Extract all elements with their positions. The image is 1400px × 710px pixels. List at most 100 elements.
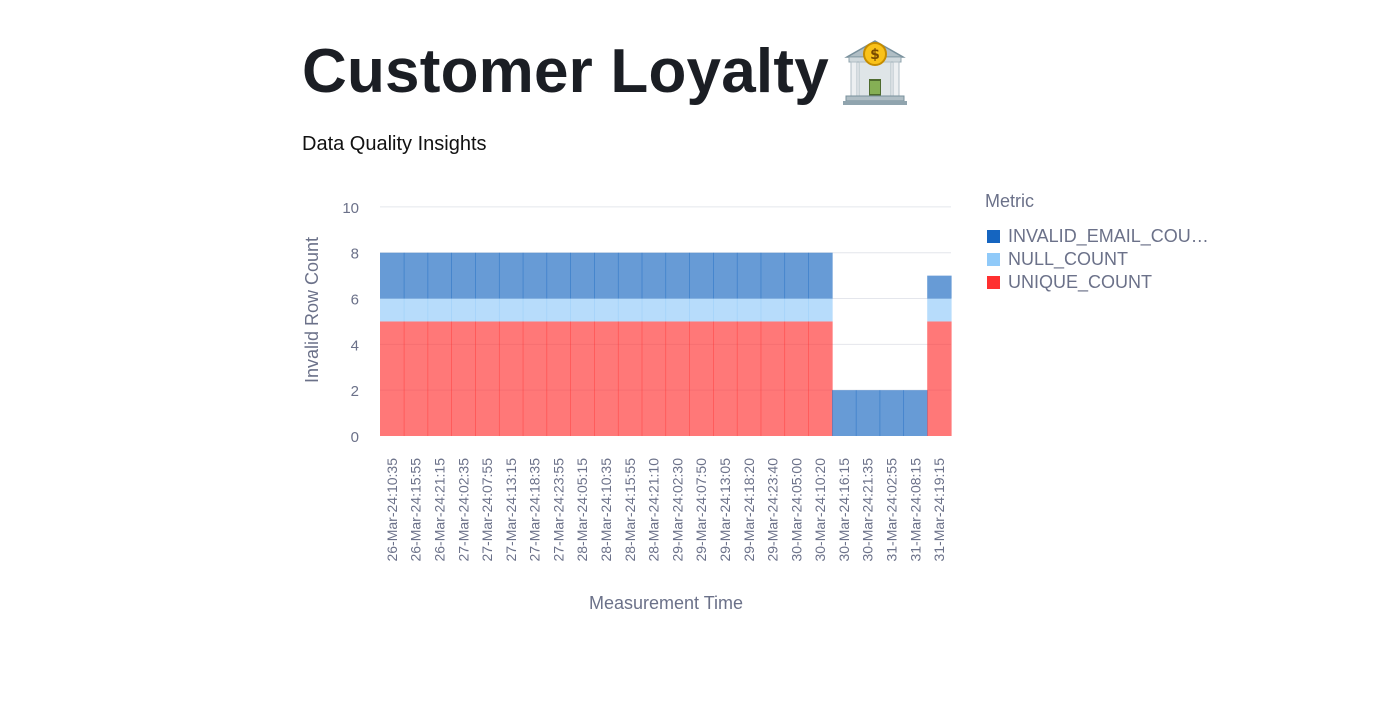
bar-segment-invalid-email-count: [498, 252, 524, 299]
svg-text:$: $: [870, 47, 880, 63]
bar-segment-invalid-email-count: [594, 252, 619, 299]
legend-swatch: [987, 253, 1000, 266]
bar-segment-null-count: [808, 298, 833, 322]
legend-title: Metric: [985, 191, 1034, 211]
bar-segment-unique-count: [498, 321, 524, 436]
bar-segment-null-count: [546, 298, 571, 322]
bar-segment-invalid-email-count: [927, 275, 952, 299]
bar-segment-invalid-email-count: [855, 390, 881, 436]
x-tick-label: 29-Mar-24:07:50: [693, 458, 709, 562]
x-tick-label: 29-Mar-24:23:40: [765, 458, 781, 562]
bar-segment-unique-count: [475, 321, 500, 436]
bar-segment-unique-count: [665, 321, 690, 436]
bar-segment-null-count: [641, 298, 667, 322]
bar-segment-null-count: [451, 298, 476, 322]
title-row: Customer Loyalty $: [302, 34, 907, 110]
bar-segment-null-count: [403, 298, 429, 322]
bar-segment-null-count: [665, 298, 690, 322]
bar-segment-null-count: [760, 298, 786, 322]
bar-segment-invalid-email-count: [427, 252, 452, 299]
bar-segment-invalid-email-count: [808, 252, 833, 299]
y-axis-label: Invalid Row Count: [302, 237, 322, 383]
y-tick-label: 2: [351, 383, 359, 400]
bar-segment-null-count: [522, 298, 548, 322]
x-tick-label: 29-Mar-24:13:05: [717, 458, 733, 562]
y-tick-label: 8: [351, 246, 359, 263]
bar-segment-unique-count: [570, 321, 595, 436]
bar-segment-unique-count: [641, 321, 667, 436]
legend-label[interactable]: NULL_COUNT: [1008, 249, 1128, 270]
bar-segment-invalid-email-count: [617, 252, 643, 299]
bar-segment-invalid-email-count: [903, 390, 928, 436]
bar-segment-null-count: [594, 298, 619, 322]
bar-segment-unique-count: [689, 321, 714, 436]
y-axis: 0 2 4 6 8 10: [342, 200, 359, 446]
x-tick-label: 27-Mar-24:13:15: [503, 458, 519, 562]
legend: Metric INVALID_EMAIL_COU…NULL_COUNTUNIQU…: [985, 191, 1209, 293]
bar-segment-invalid-email-count: [475, 252, 500, 299]
y-tick-label: 4: [351, 337, 359, 354]
bar-segment-unique-count: [451, 321, 476, 436]
x-tick-label: 30-Mar-24:16:15: [836, 458, 852, 562]
bar-segment-invalid-email-count: [713, 252, 738, 299]
bar-segment-unique-count: [594, 321, 619, 436]
bar-segment-null-count: [784, 298, 809, 322]
x-tick-label: 28-Mar-24:21:10: [646, 458, 662, 562]
x-tick-label: 29-Mar-24:18:20: [741, 458, 757, 562]
bar-segment-invalid-email-count: [665, 252, 690, 299]
bar-segment-unique-count: [808, 321, 833, 436]
bar-segment-invalid-email-count: [546, 252, 571, 299]
bar-segment-unique-count: [380, 321, 405, 436]
x-axis: 26-Mar-24:10:35 26-Mar-24:15:55 26-Mar-24:…: [384, 458, 947, 562]
bar-segment-invalid-email-count: [570, 252, 595, 299]
bar-segment-null-count: [689, 298, 714, 322]
x-tick-label: 31-Mar-24:08:15: [907, 458, 923, 562]
bar-segment-unique-count: [617, 321, 643, 436]
x-tick-label: 30-Mar-24:10:20: [812, 458, 828, 562]
bar-segment-null-count: [427, 298, 452, 322]
x-tick-label: 30-Mar-24:05:00: [788, 458, 804, 562]
bar-segment-unique-count: [427, 321, 452, 436]
x-tick-label: 31-Mar-24:19:15: [931, 458, 947, 562]
bar-segment-null-count: [736, 298, 762, 322]
bar-segment-unique-count: [713, 321, 738, 436]
x-tick-label: 28-Mar-24:05:15: [574, 458, 590, 562]
x-axis-label: Measurement Time: [589, 593, 743, 613]
bar-segment-unique-count: [927, 321, 952, 436]
bar-segment-invalid-email-count: [689, 252, 714, 299]
bar-segment-invalid-email-count: [832, 390, 857, 436]
bar-segment-unique-count: [403, 321, 429, 436]
x-tick-label: 26-Mar-24:10:35: [384, 458, 400, 562]
bar-segment-invalid-email-count: [784, 252, 809, 299]
page-title: Customer Loyalty: [302, 37, 829, 106]
x-tick-label: 27-Mar-24:18:35: [527, 458, 543, 562]
x-tick-label: 28-Mar-24:15:55: [622, 458, 638, 562]
bar-segment-invalid-email-count: [451, 252, 476, 299]
y-tick-label: 0: [351, 429, 359, 446]
bar-segment-null-count: [713, 298, 738, 322]
legend-label[interactable]: INVALID_EMAIL_COU…: [1008, 226, 1209, 247]
x-tick-label: 27-Mar-24:02:35: [455, 458, 471, 562]
x-tick-label: 30-Mar-24:21:35: [860, 458, 876, 562]
legend-swatch: [987, 230, 1000, 243]
x-tick-label: 31-Mar-24:02:55: [884, 458, 900, 562]
bars-group: [380, 252, 952, 436]
bar-segment-null-count: [498, 298, 524, 322]
bar-segment-invalid-email-count: [641, 252, 667, 299]
bar-segment-unique-count: [760, 321, 786, 436]
y-tick-label: 10: [342, 200, 359, 217]
bar-segment-unique-count: [784, 321, 809, 436]
bar-segment-invalid-email-count: [879, 390, 905, 436]
bar-segment-null-count: [475, 298, 500, 322]
bar-segment-invalid-email-count: [380, 252, 405, 299]
bar-segment-null-count: [380, 298, 405, 322]
y-tick-label: 6: [351, 292, 359, 309]
bar-segment-null-count: [927, 298, 952, 322]
x-tick-label: 26-Mar-24:21:15: [431, 458, 447, 562]
bar-segment-invalid-email-count: [403, 252, 429, 299]
legend-label[interactable]: UNIQUE_COUNT: [1008, 272, 1152, 293]
bar-segment-unique-count: [522, 321, 548, 436]
bar-segment-null-count: [570, 298, 595, 322]
bar-segment-null-count: [617, 298, 643, 322]
